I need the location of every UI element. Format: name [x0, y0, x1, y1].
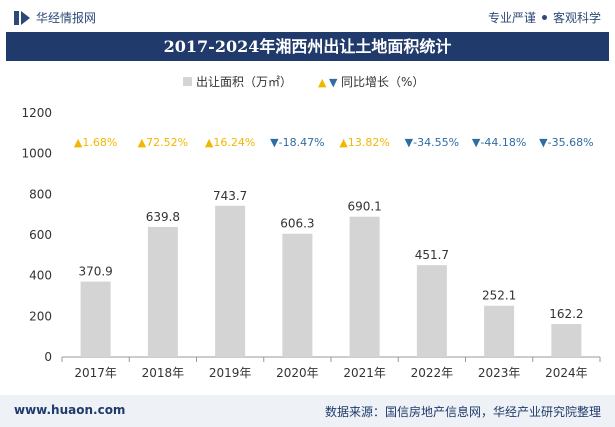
tag-objective: 客观科学 — [552, 11, 601, 25]
x-tick-label: 2022年 — [411, 366, 454, 380]
footer: www.huaon.com 数据来源：国信房地产信息网，华经产业研究院整理 — [0, 395, 615, 427]
up-triangle-icon: ▲ — [138, 136, 147, 149]
growth-rate-value: -18.47% — [279, 136, 325, 149]
bar-value-label: 451.7 — [415, 248, 449, 262]
bar — [215, 205, 246, 357]
down-triangle-icon: ▼ — [539, 136, 548, 149]
tag-professional: 专业严谨 — [487, 11, 536, 25]
up-triangle-icon: ▲ — [339, 136, 348, 149]
y-tick-label: 1200 — [21, 106, 52, 120]
brand[interactable]: 华经情报网 — [14, 9, 96, 26]
y-tick-label: 0 — [44, 350, 52, 364]
separator-dot-icon — [541, 15, 547, 20]
legend-swatch-area — [183, 77, 192, 86]
x-tick-label: 2020年 — [276, 366, 319, 380]
bar-value-label: 639.8 — [146, 210, 180, 224]
bar — [349, 216, 380, 357]
legend-label-area: 出让面积（万㎡） — [196, 75, 292, 89]
brand-logo-icon — [14, 10, 30, 25]
y-tick-label: 1000 — [21, 147, 52, 161]
chart-title: 2017-2024年湘西州出让土地面积统计 — [6, 32, 609, 61]
growth-rate-label: ▲1.68% — [74, 136, 117, 149]
growth-rate-value: -44.18% — [480, 136, 526, 149]
growth-rate-value: 16.24% — [213, 136, 255, 149]
x-tick-label: 2019年 — [209, 366, 252, 380]
growth-rate-label: ▼-18.47% — [270, 136, 324, 149]
top-bar: 华经情报网 专业严谨 客观科学 — [0, 0, 615, 32]
x-tick-label: 2017年 — [74, 366, 117, 380]
growth-rate-value: -35.68% — [548, 136, 594, 149]
growth-rate-label: ▲13.82% — [339, 136, 389, 149]
bar — [147, 226, 178, 357]
growth-rate-label: ▲72.52% — [138, 136, 188, 149]
growth-rate-label: ▼-44.18% — [472, 136, 526, 149]
growth-rate-label: ▼-35.68% — [539, 136, 593, 149]
down-triangle-icon: ▼ — [270, 136, 279, 149]
bar-value-label: 690.1 — [347, 200, 381, 214]
bar — [551, 324, 582, 357]
y-tick-label: 800 — [29, 187, 52, 201]
growth-rate-label: ▼-34.55% — [405, 136, 459, 149]
down-triangle-icon: ▼ — [405, 136, 414, 149]
brand-name: 华经情报网 — [36, 11, 97, 25]
legend-up-marker: ▲ — [318, 76, 327, 89]
bar-value-label: 370.9 — [78, 265, 112, 279]
y-tick-label: 400 — [29, 269, 52, 283]
growth-rate-value: 72.52% — [146, 136, 188, 149]
x-tick-label: 2018年 — [142, 366, 185, 380]
up-triangle-icon: ▲ — [74, 136, 83, 149]
bar-value-label: 252.1 — [482, 289, 516, 303]
bar — [416, 265, 447, 357]
bar-value-label: 606.3 — [280, 217, 314, 231]
bar-chart: 出让面积（万㎡） ▲ ▼ 同比增长（%）02004006008001000120037… — [21, 75, 601, 380]
y-tick-label: 600 — [29, 228, 52, 242]
growth-rate-value: 13.82% — [348, 136, 390, 149]
x-tick-label: 2023年 — [478, 366, 521, 380]
bar-value-label: 743.7 — [213, 189, 247, 203]
growth-rate-value: -34.55% — [413, 136, 459, 149]
growth-rate-value: 1.68% — [82, 136, 117, 149]
footer-source: 数据来源：国信房地产信息网，华经产业研究院整理 — [324, 405, 601, 419]
tagline: 专业严谨 客观科学 — [488, 9, 601, 26]
bar — [80, 281, 111, 357]
bar — [484, 305, 515, 357]
x-tick-label: 2024年 — [545, 366, 588, 380]
growth-rate-label: ▲16.24% — [205, 136, 255, 149]
y-tick-label: 200 — [29, 309, 52, 323]
legend-label-growth: 同比增长（%） — [341, 75, 424, 89]
legend-down-marker: ▼ — [329, 76, 338, 89]
bar-value-label: 162.2 — [549, 307, 583, 321]
down-triangle-icon: ▼ — [472, 136, 481, 149]
footer-website[interactable]: www.huaon.com — [14, 403, 126, 417]
x-tick-label: 2021年 — [343, 366, 386, 380]
bar — [282, 233, 313, 357]
up-triangle-icon: ▲ — [205, 136, 214, 149]
